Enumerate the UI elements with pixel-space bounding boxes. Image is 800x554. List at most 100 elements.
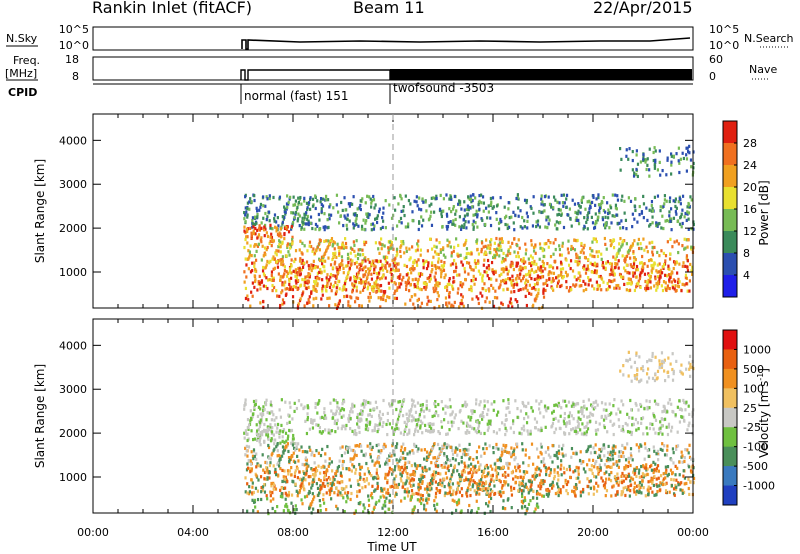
data-point [633,217,636,221]
data-point [587,257,590,262]
data-point [428,429,431,433]
data-point [560,283,563,288]
data-point [349,258,352,262]
data-point [378,416,381,420]
data-point [539,450,542,455]
data-point [534,426,537,430]
data-point [369,442,372,446]
data-point [248,250,252,254]
data-point [431,267,434,272]
data-point [561,267,565,271]
data-point [262,284,265,288]
data-point [256,434,260,439]
data-point [539,276,542,280]
data-point [330,460,334,464]
data-point [429,214,432,218]
data-point [631,423,634,427]
data-point [625,148,628,152]
data-point [547,273,550,277]
data-point [387,246,390,250]
data-point [400,221,403,225]
data-point [263,490,267,494]
data-point [590,215,593,219]
data-point [378,413,381,418]
data-point [533,477,536,481]
data-point [642,153,645,157]
data-point [492,304,496,308]
data-point [563,416,566,421]
data-point [399,254,402,259]
data-point [553,430,556,435]
data-point [394,237,397,241]
data-point [558,244,561,248]
data-point [573,275,576,279]
data-point [578,260,581,264]
data-point [399,457,402,461]
data-point [363,472,366,476]
data-point [523,225,527,229]
data-point [298,197,301,201]
data-point [655,402,658,406]
data-point [649,465,652,469]
data-point [583,404,586,408]
data-point [257,233,261,237]
data-point [687,211,691,215]
data-point [480,250,483,254]
data-point [407,490,411,494]
data-point [645,245,648,249]
data-point [456,252,459,256]
data-point [390,278,393,283]
data-point [660,423,663,428]
data-point [415,423,419,427]
data-point [537,275,540,279]
data-point [509,251,512,256]
data-point [478,467,481,471]
data-point [427,299,430,303]
data-point [362,453,365,457]
data-point [257,242,261,246]
data-point [577,276,580,280]
data-point [482,201,486,205]
data-point [391,472,394,476]
data-point [262,299,265,304]
data-point [281,435,284,439]
data-point [459,283,462,287]
data-point [634,417,638,422]
data-point [648,208,651,212]
data-point [465,261,469,265]
data-point [585,430,589,434]
data-point [547,222,550,226]
data-point [633,490,636,494]
data-point [402,209,405,213]
data-point [461,263,464,267]
data-point [398,399,402,404]
data-point [245,263,248,267]
data-point [678,262,681,266]
data-point [286,242,290,246]
data-point [353,243,356,247]
data-point [307,221,310,225]
data-point [572,427,575,431]
data-point [398,275,401,279]
data-point [587,492,590,496]
data-point [666,410,669,414]
data-point [442,445,445,449]
data-point [371,445,374,449]
data-point [677,277,680,282]
data-point [353,284,356,288]
data-point [349,457,352,461]
data-point [388,404,392,408]
data-point [621,471,624,476]
data-point [359,278,363,282]
data-point [262,305,265,309]
data-point [374,203,377,207]
data-point [279,467,282,471]
data-point [323,407,326,411]
data-point [682,398,685,403]
data-point [554,403,558,407]
data-point [537,277,540,281]
data-point [437,402,440,407]
data-point [589,486,593,490]
data-point [507,269,510,273]
data-point [440,269,444,273]
